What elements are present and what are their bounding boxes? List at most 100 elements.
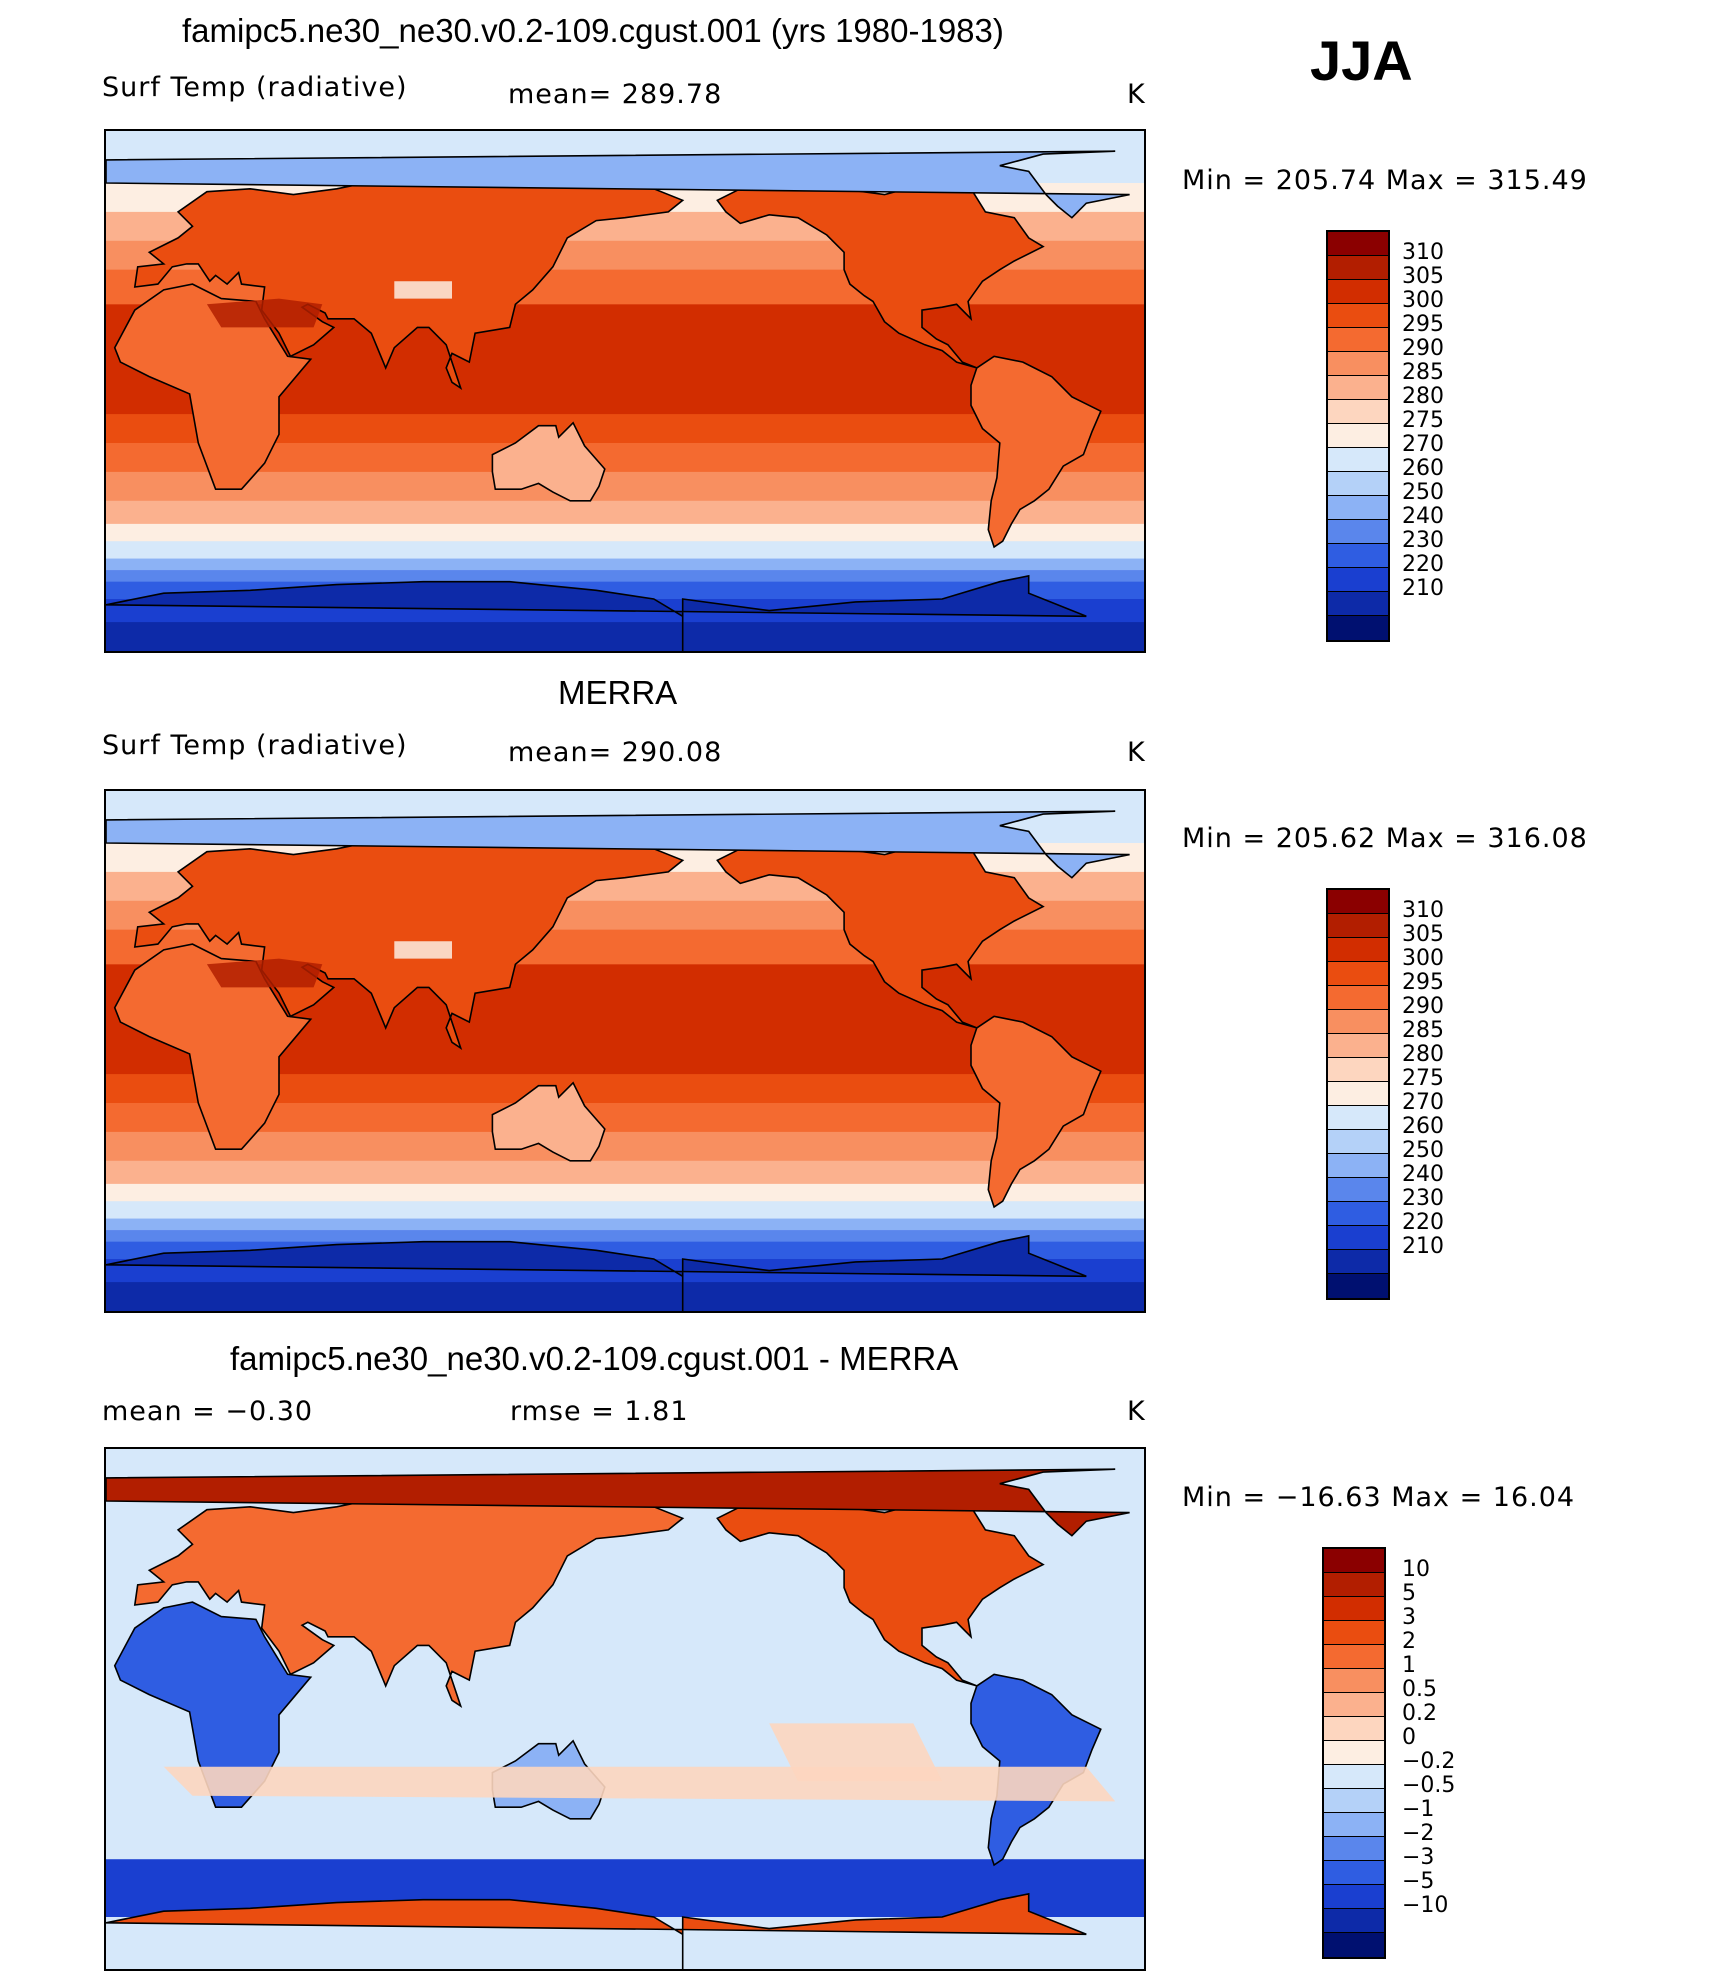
colorbar-swatch (1328, 914, 1388, 938)
panel-2-map (104, 789, 1146, 1313)
colorbar-swatch (1328, 890, 1388, 914)
colorbar-swatch (1324, 1885, 1384, 1909)
continent-africa (113, 943, 313, 1151)
temperature-band (106, 1218, 1144, 1231)
colorbar-swatch (1328, 1082, 1388, 1106)
colorbar-tick-label: −3 (1402, 1845, 1435, 1870)
continent-southAmerica (970, 355, 1102, 549)
colorbar-tick-label: 220 (1402, 552, 1444, 577)
continent-antarctica (106, 574, 1087, 651)
colorbar-swatch (1328, 1274, 1388, 1298)
colorbar-swatch (1328, 1154, 1388, 1178)
colorbar-swatch (1328, 304, 1388, 328)
colorbar-tick-label: 270 (1402, 1090, 1444, 1115)
colorbar-tick-label: 290 (1402, 336, 1444, 361)
map-canvas (106, 131, 1144, 651)
colorbar-tick-label: 295 (1402, 312, 1444, 337)
panel-2-units: K (1127, 737, 1146, 768)
colorbar-swatch (1324, 1765, 1384, 1789)
colorbar-tick-label: 300 (1402, 288, 1444, 313)
colorbar-tick-label: −10 (1402, 1893, 1449, 1918)
colorbar-swatch (1328, 986, 1388, 1010)
colorbar-tick-label: 0 (1402, 1725, 1416, 1750)
colorbar-swatch (1324, 1741, 1384, 1765)
continent-eurasia (133, 167, 685, 391)
colorbar-swatch (1328, 376, 1388, 400)
colorbar-swatch (1328, 472, 1388, 496)
colorbar-tick-label: 5 (1402, 1581, 1416, 1606)
colorbar-tick-label: 305 (1402, 922, 1444, 947)
panel-3-rmse-label: rmse = 1.81 (510, 1396, 689, 1427)
hot-region (206, 298, 323, 328)
temperature-band (106, 1183, 1144, 1202)
continent-australia (491, 421, 606, 502)
map-canvas (106, 791, 1144, 1311)
temperature-band (106, 1282, 1144, 1311)
panel-1-units: K (1127, 79, 1146, 110)
temperature-band (106, 443, 1144, 473)
plateau-region (394, 941, 452, 959)
colorbar-tick-label: 230 (1402, 528, 1444, 553)
temperature-band (106, 500, 1144, 525)
panel-1-variable-label: Surf Temp (radiative) (102, 72, 408, 103)
temperature-band (106, 1103, 1144, 1133)
colorbar-swatch (1328, 424, 1388, 448)
colorbar-swatch (1328, 520, 1388, 544)
continent-africa (113, 283, 313, 491)
colorbar-tick-label: 270 (1402, 432, 1444, 457)
panel-2-minmax: Min = 205.62 Max = 316.08 (1182, 823, 1588, 854)
colorbar-swatch (1324, 1813, 1384, 1837)
hot-region (206, 958, 323, 988)
continent-australia (491, 1081, 606, 1162)
map-canvas (106, 1449, 1144, 1969)
colorbar-tick-label: 310 (1402, 898, 1444, 923)
colorbar-tick-label: 220 (1402, 1210, 1444, 1235)
colorbar-swatch (1324, 1861, 1384, 1885)
panel-2-title: MERRA (558, 674, 678, 711)
colorbar-tick-label: 285 (1402, 360, 1444, 385)
colorbar-swatch (1324, 1789, 1384, 1813)
panel-3-colorbar (1322, 1547, 1386, 1959)
colorbar-swatch (1328, 938, 1388, 962)
colorbar-swatch (1324, 1549, 1384, 1573)
continent-eurasia (133, 827, 685, 1051)
colorbar-swatch (1328, 1106, 1388, 1130)
colorbar-swatch (1328, 400, 1388, 424)
temperature-band (106, 1230, 1144, 1243)
panel-3-minmax: Min = −16.63 Max = 16.04 (1182, 1482, 1576, 1513)
temperature-band (106, 1160, 1144, 1185)
continent-southAmerica (970, 1015, 1102, 1209)
continent-northAmerica (716, 1500, 1045, 1687)
temperature-band (106, 1201, 1144, 1220)
colorbar-tick-label: 275 (1402, 1066, 1444, 1091)
colorbar-tick-label: 250 (1402, 1138, 1444, 1163)
colorbar-tick-label: −1 (1402, 1797, 1435, 1822)
colorbar-swatch (1328, 1010, 1388, 1034)
colorbar-tick-label: 260 (1402, 456, 1444, 481)
colorbar-tick-label: 250 (1402, 480, 1444, 505)
colorbar-tick-label: −2 (1402, 1821, 1435, 1846)
season-label: JJA (1310, 29, 1413, 92)
panel-1-map (104, 129, 1146, 653)
continent-antarctica (106, 1892, 1087, 1969)
panel-3-mean-label: mean = −0.30 (102, 1396, 314, 1427)
temperature-band (106, 570, 1144, 583)
colorbar-tick-label: 285 (1402, 1018, 1444, 1043)
colorbar-swatch (1328, 1202, 1388, 1226)
colorbar-tick-label: 280 (1402, 1042, 1444, 1067)
colorbar-tick-label: 290 (1402, 994, 1444, 1019)
colorbar-tick-label: 230 (1402, 1186, 1444, 1211)
continent-northAmerica (716, 842, 1045, 1029)
panel-1-colorbar (1326, 230, 1390, 642)
temperature-band (106, 471, 1144, 502)
colorbar-tick-label: 3 (1402, 1605, 1416, 1630)
colorbar-swatch (1328, 962, 1388, 986)
continent-greenland (106, 150, 1130, 219)
colorbar-swatch (1328, 448, 1388, 472)
colorbar-swatch (1324, 1933, 1384, 1957)
panel-1-mean-label: mean= 289.78 (508, 79, 723, 110)
panel-2-colorbar (1326, 888, 1390, 1300)
colorbar-swatch (1328, 568, 1388, 592)
continent-antarctica (106, 1234, 1087, 1311)
colorbar-tick-label: 280 (1402, 384, 1444, 409)
